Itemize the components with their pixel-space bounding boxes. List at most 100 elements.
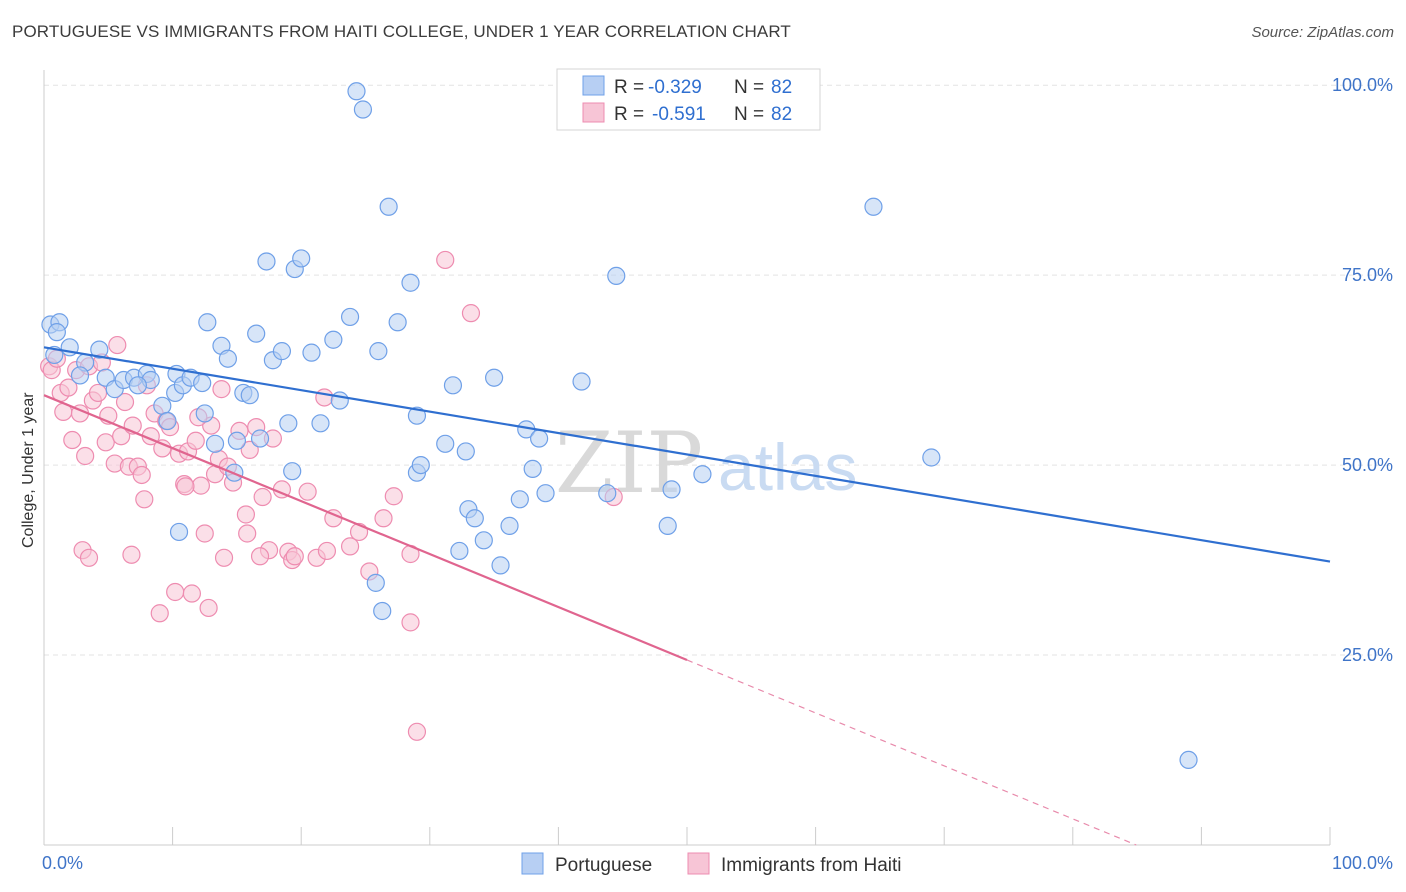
watermark-zip: ZIP xyxy=(555,414,703,512)
legend-r-value-2: -0.591 xyxy=(652,104,706,125)
portuguese-point xyxy=(536,484,555,503)
haiti-point xyxy=(199,598,218,618)
legend-r-label-1: R = xyxy=(614,77,644,98)
portuguese-point xyxy=(70,366,90,385)
chart-title: PORTUGUESE VS IMMIGRANTS FROM HAITI COLL… xyxy=(12,22,791,41)
haiti-point xyxy=(63,430,82,450)
trend-line-haiti xyxy=(43,394,688,662)
portuguese-point xyxy=(240,386,259,405)
portuguese-point xyxy=(347,82,366,101)
legend-n-value-1: 82 xyxy=(771,77,792,98)
portuguese-point xyxy=(205,434,225,453)
trend-lines xyxy=(43,346,1331,846)
bottom-legend-label-portuguese: Portuguese xyxy=(555,855,652,876)
legend-n-value-2: 82 xyxy=(771,104,792,125)
portuguese-point xyxy=(128,376,147,395)
y-tick-label: 75.0% xyxy=(1342,265,1393,285)
haiti-point xyxy=(436,250,455,270)
portuguese-point xyxy=(500,516,519,535)
portuguese-point xyxy=(195,404,214,423)
portuguese-point xyxy=(369,342,388,361)
portuguese-point xyxy=(340,307,360,327)
haiti-point xyxy=(214,548,234,567)
portuguese-point xyxy=(1179,750,1198,770)
haiti-point xyxy=(285,547,304,566)
portuguese-point xyxy=(193,373,212,393)
haiti-point xyxy=(115,392,135,412)
portuguese-point xyxy=(388,313,407,332)
bottom-legend-label-haiti: Immigrants from Haiti xyxy=(721,855,902,876)
portuguese-point xyxy=(530,429,549,448)
portuguese-point xyxy=(456,442,475,461)
portuguese-point xyxy=(47,323,66,342)
haiti-point xyxy=(250,547,270,566)
y-tick-label: 100.0% xyxy=(1332,75,1393,95)
haiti-point xyxy=(407,722,427,741)
haiti-point xyxy=(212,380,231,399)
legend-n-label-1: N = xyxy=(734,77,764,98)
portuguese-point xyxy=(198,313,217,332)
portuguese-point xyxy=(324,330,343,349)
portuguese-point xyxy=(693,465,712,484)
haiti-point xyxy=(317,541,337,561)
haiti-point xyxy=(76,446,95,466)
portuguese-point xyxy=(662,480,681,499)
portuguese-point xyxy=(218,349,237,368)
haiti-point xyxy=(315,388,334,407)
series-portuguese-points xyxy=(41,79,1198,770)
haiti-point xyxy=(182,584,201,603)
watermark: ZIP atlas xyxy=(555,414,857,512)
portuguese-point xyxy=(407,406,427,425)
portuguese-point xyxy=(283,462,302,481)
portuguese-point xyxy=(247,324,266,343)
haiti-point xyxy=(166,582,185,602)
portuguese-point xyxy=(353,100,373,119)
legend-n-label-2: N = xyxy=(734,104,764,125)
trend-line-haiti-extension xyxy=(686,659,1137,846)
portuguese-point xyxy=(523,459,542,478)
haiti-point xyxy=(122,545,141,564)
y-tick-labels: 25.0% 50.0% 75.0% 100.0% xyxy=(1332,75,1393,665)
portuguese-point xyxy=(257,252,276,271)
portuguese-point xyxy=(279,414,298,433)
portuguese-point xyxy=(510,490,529,509)
haiti-point xyxy=(150,604,169,623)
portuguese-point xyxy=(485,368,504,387)
haiti-point xyxy=(253,487,272,507)
portuguese-point xyxy=(401,273,420,292)
legend-swatch-portuguese xyxy=(582,75,605,96)
source-credit: Source: ZipAtlas.com xyxy=(1251,24,1394,41)
x-tick-marks xyxy=(43,827,1331,845)
portuguese-point xyxy=(658,516,677,535)
portuguese-point xyxy=(864,197,883,216)
haiti-point xyxy=(238,524,257,543)
haiti-point xyxy=(176,477,195,496)
portuguese-point xyxy=(411,455,430,475)
haiti-point xyxy=(108,335,127,355)
haiti-point xyxy=(135,490,154,509)
portuguese-point xyxy=(250,429,270,448)
portuguese-point xyxy=(227,431,246,450)
bottom-legend-swatch-haiti xyxy=(687,852,710,875)
haiti-point xyxy=(240,440,259,460)
portuguese-point xyxy=(292,249,311,268)
haiti-point xyxy=(186,431,205,450)
portuguese-point xyxy=(379,197,398,216)
bottom-legend-swatch-portuguese xyxy=(521,852,544,875)
portuguese-point xyxy=(465,509,484,528)
haiti-point xyxy=(461,304,481,323)
portuguese-point xyxy=(922,448,941,467)
haiti-point xyxy=(96,433,115,452)
x-tick-label: 0.0% xyxy=(42,853,83,873)
portuguese-point xyxy=(373,601,392,621)
gridlines xyxy=(44,84,1392,656)
x-tick-label: 100.0% xyxy=(1332,853,1393,873)
portuguese-point xyxy=(169,522,189,542)
haiti-point xyxy=(298,482,317,501)
portuguese-point xyxy=(302,343,321,362)
portuguese-point xyxy=(450,541,469,561)
haiti-point xyxy=(191,476,210,495)
portuguese-point xyxy=(491,556,510,575)
portuguese-point xyxy=(436,434,455,453)
